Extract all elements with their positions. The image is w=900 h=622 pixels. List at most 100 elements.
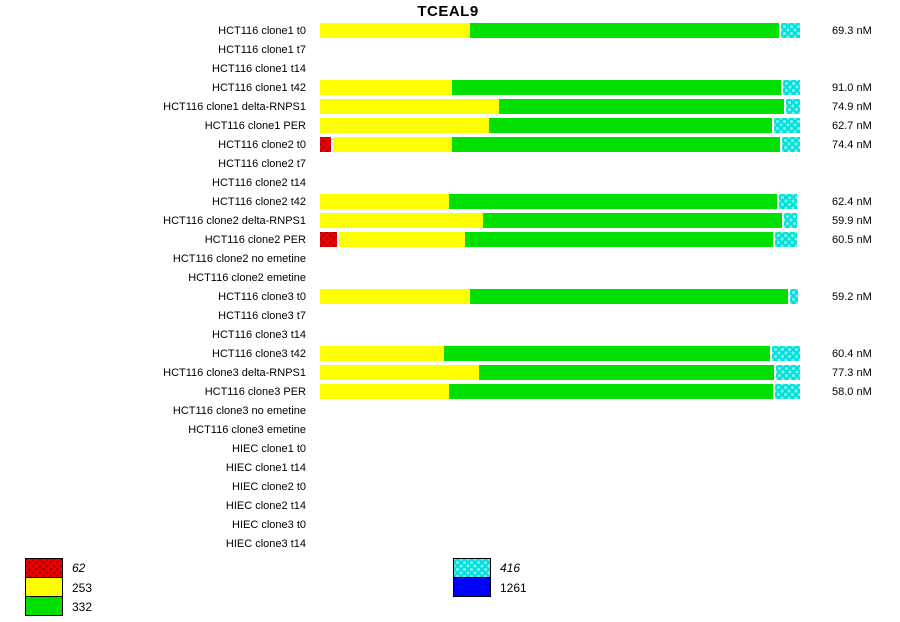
bar-track: [320, 213, 800, 228]
bar-track: [320, 365, 800, 380]
bar-segment-332: [499, 99, 784, 114]
bar-segment-416: [784, 213, 797, 228]
bar-track: [320, 517, 800, 532]
row-label: HIEC clone3 t14: [225, 537, 306, 550]
chart-row: HCT116 clone2 t7: [0, 154, 872, 173]
chart-row: HCT116 clone1 t42 91.0 nM: [0, 78, 872, 97]
bar-track: [320, 137, 800, 152]
bar-track: [320, 498, 800, 513]
bar-track: [320, 23, 800, 38]
chart-row: HIEC clone1 t0: [0, 439, 872, 458]
bar-segment-332: [452, 80, 781, 95]
row-label: HCT116 clone1 t7: [218, 43, 306, 56]
chart-row: HCT116 clone3 t42 60.4 nM: [0, 344, 872, 363]
chart-row: HCT116 clone3 t7: [0, 306, 872, 325]
chart-rows: HCT116 clone1 t0 69.3 nM HCT116 clone1 t7 H…: [0, 21, 872, 553]
row-label: HIEC clone3 t0: [232, 518, 306, 531]
row-label: HCT116 clone1 t42: [212, 81, 306, 94]
row-label: HCT116 clone3 emetine: [188, 423, 306, 436]
chart-row: HCT116 clone3 PER 58.0 nM: [0, 382, 872, 401]
bar-segment-332: [489, 118, 772, 133]
chart-row: HCT116 clone2 t0 74.4 nM: [0, 135, 872, 154]
bar-segment-253: [333, 137, 452, 152]
bar-segment-332: [449, 384, 773, 399]
bar-track: [320, 403, 800, 418]
legend-item: 1261: [453, 577, 527, 597]
row-label: HCT116 clone2 delta-RNPS1: [163, 214, 306, 227]
bar-segment-416: [779, 194, 797, 209]
bar-track: [320, 536, 800, 551]
row-label: HCT116 clone3 t42: [212, 347, 306, 360]
bar-track: [320, 308, 800, 323]
bar-segment-416: [786, 99, 800, 114]
bar-track: [320, 175, 800, 190]
row-label: HCT116 clone1 t14: [212, 62, 306, 75]
bar-track: [320, 422, 800, 437]
row-value: 58.0 nM: [832, 385, 872, 398]
row-label: HCT116 clone2 t14: [212, 176, 306, 189]
legend-swatch: [25, 577, 63, 597]
row-label: HCT116 clone3 delta-RNPS1: [163, 366, 306, 379]
legend-item: 416: [453, 558, 527, 578]
bar-segment-253: [320, 23, 470, 38]
legend-item: 62: [25, 558, 92, 578]
bar-segment-253: [339, 232, 465, 247]
bar-track: [320, 441, 800, 456]
legend-item: 332: [25, 596, 92, 616]
bar-segment-62: [320, 137, 331, 152]
bar-segment-253: [320, 118, 489, 133]
row-label: HCT116 clone2 no emetine: [172, 252, 306, 265]
chart-row: HIEC clone2 t14: [0, 496, 872, 515]
row-label: HIEC clone2 t14: [225, 499, 306, 512]
bar-segment-253: [320, 384, 449, 399]
bar-segment-253: [320, 213, 483, 228]
bar-segment-332: [470, 23, 779, 38]
row-value: 60.5 nM: [832, 233, 872, 246]
chart-row: HCT116 clone1 delta-RNPS1 74.9 nM: [0, 97, 872, 116]
chart-row: HCT116 clone2 PER 60.5 nM: [0, 230, 872, 249]
chart-row: HCT116 clone1 t7: [0, 40, 872, 59]
row-label: HCT116 clone3 PER: [204, 385, 306, 398]
bar-segment-416: [783, 80, 800, 95]
chart-row: HIEC clone3 t0: [0, 515, 872, 534]
bar-track: [320, 251, 800, 266]
row-label: HCT116 clone1 PER: [204, 119, 306, 132]
chart-row: HCT116 clone3 delta-RNPS1 77.3 nM: [0, 363, 872, 382]
row-value: 91.0 nM: [832, 81, 872, 94]
row-label: HCT116 clone3 no emetine: [172, 404, 306, 417]
legend-label: 62: [72, 561, 86, 575]
legend-swatch: [453, 577, 491, 597]
bar-segment-332: [470, 289, 788, 304]
bar-segment-253: [320, 365, 479, 380]
legend-item: 253: [25, 577, 93, 597]
bar-segment-332: [452, 137, 780, 152]
row-value: 59.2 nM: [832, 290, 872, 303]
bar-segment-416: [774, 118, 800, 133]
bar-track: [320, 80, 800, 95]
bar-track: [320, 346, 800, 361]
bar-segment-62: [320, 232, 337, 247]
chart-row: HCT116 clone2 t14: [0, 173, 872, 192]
chart-row: HIEC clone2 t0: [0, 477, 872, 496]
legend-swatch: [25, 558, 63, 578]
row-label: HCT116 clone2 emetine: [188, 271, 306, 284]
bar-segment-332: [479, 365, 774, 380]
bar-segment-416: [790, 289, 798, 304]
bar-track: [320, 270, 800, 285]
row-label: HCT116 clone2 t0: [218, 138, 306, 151]
chart-row: HCT116 clone1 PER 62.7 nM: [0, 116, 872, 135]
chart-row: HCT116 clone1 t0 69.3 nM: [0, 21, 872, 40]
row-label: HCT116 clone3 t14: [212, 328, 306, 341]
bar-segment-416: [775, 232, 797, 247]
chart-row: HIEC clone1 t14: [0, 458, 872, 477]
bar-segment-416: [775, 384, 800, 399]
bar-track: [320, 460, 800, 475]
bar-track: [320, 194, 800, 209]
legend-column-left: 62 253 332: [25, 558, 92, 616]
bar-segment-253: [320, 194, 449, 209]
row-value: 69.3 nM: [832, 24, 872, 37]
bar-segment-253: [320, 80, 452, 95]
bar-segment-416: [772, 346, 800, 361]
legend-label: 253: [72, 580, 93, 595]
row-label: HCT116 clone2 t7: [218, 157, 306, 170]
